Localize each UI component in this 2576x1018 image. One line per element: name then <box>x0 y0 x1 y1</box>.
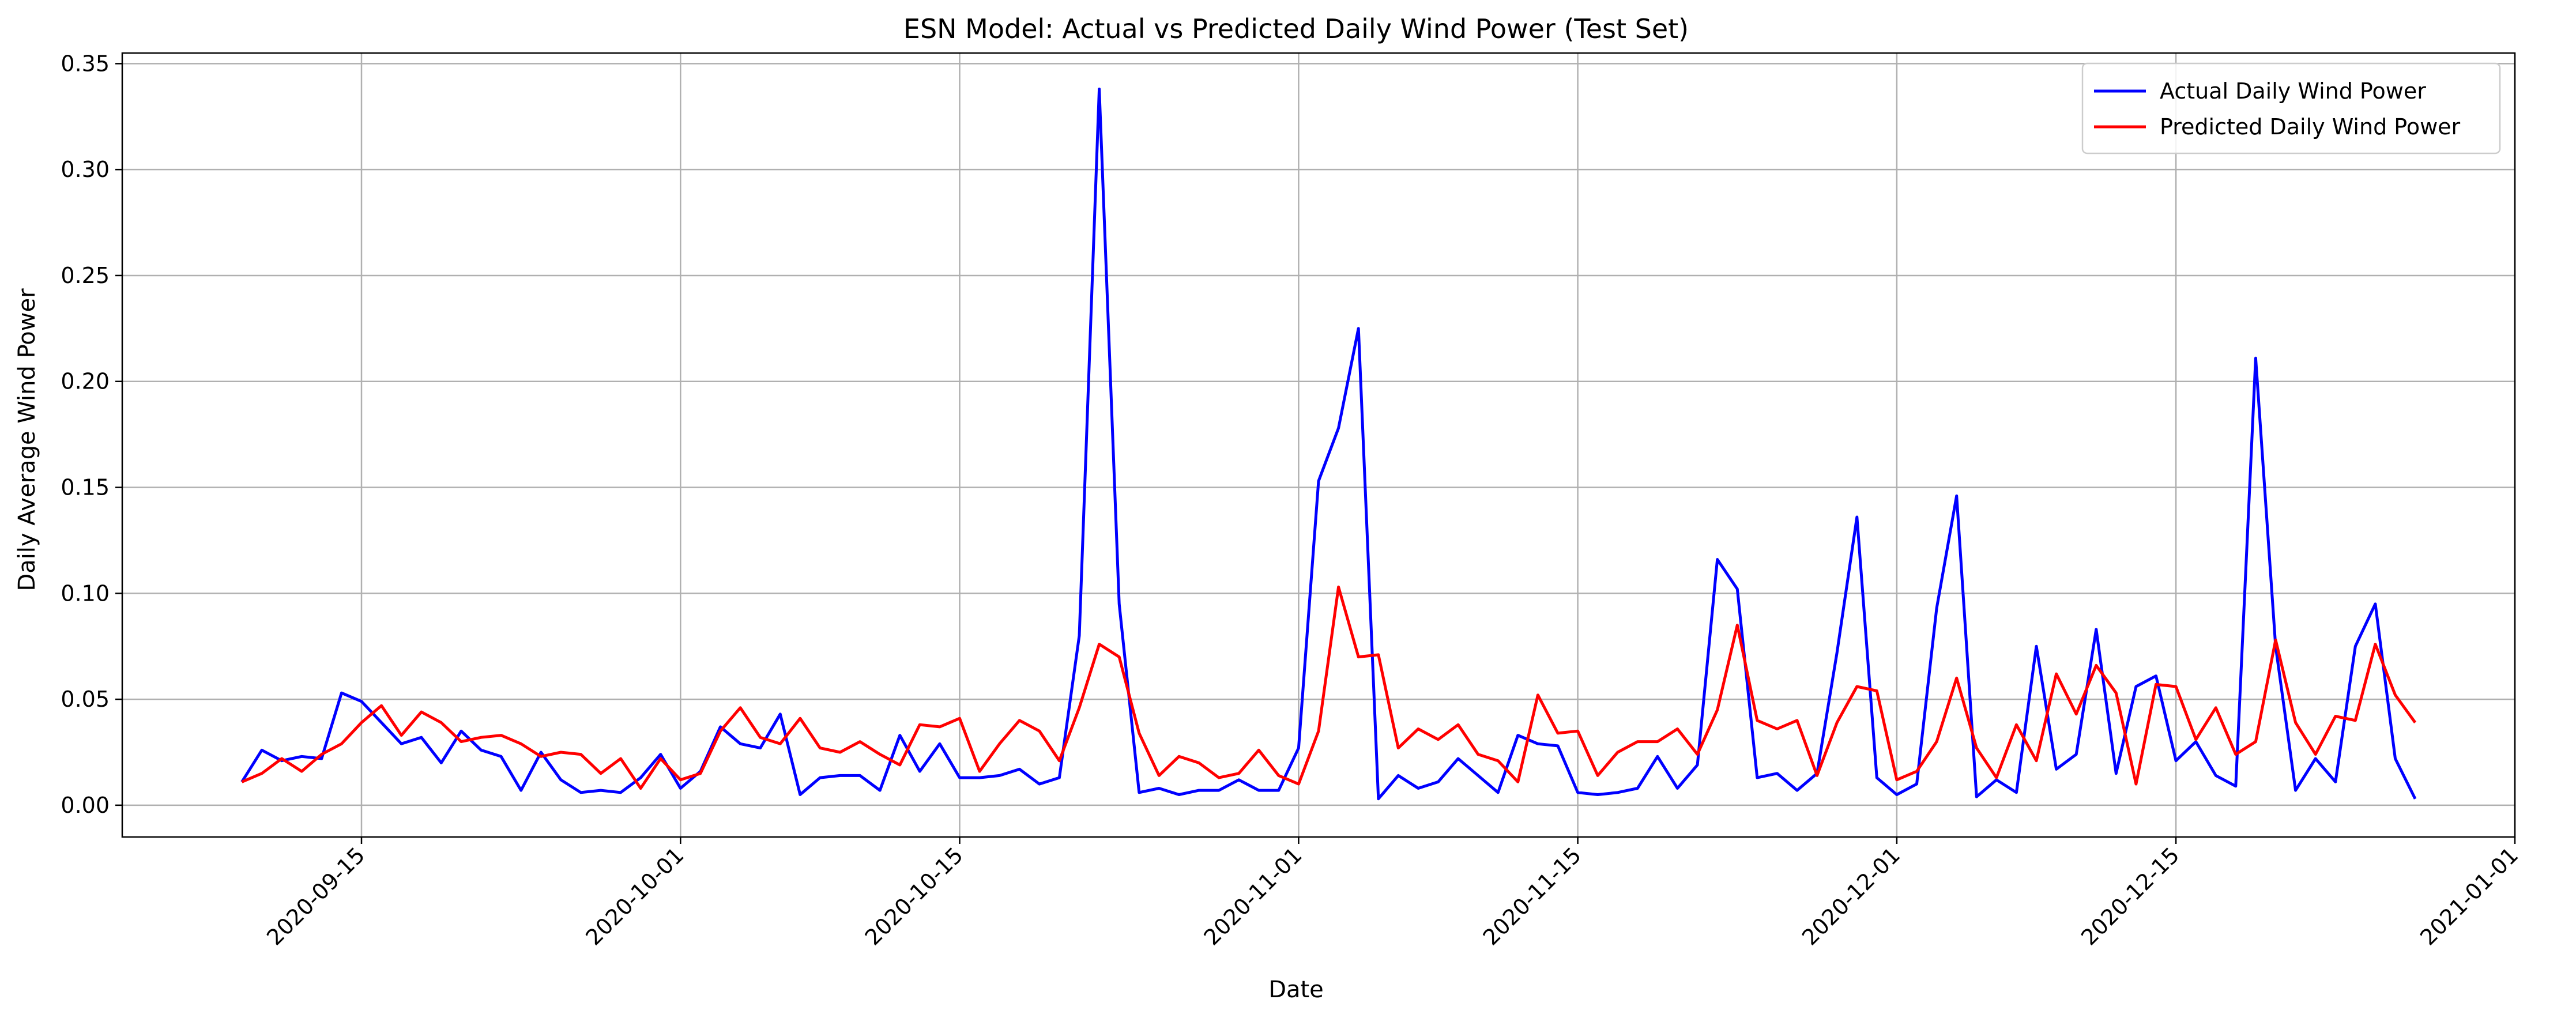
y-tick-label: 0.05 <box>61 687 110 712</box>
legend-label: Actual Daily Wind Power <box>2160 78 2426 104</box>
y-tick-label: 0.35 <box>61 51 110 76</box>
y-tick-label: 0.30 <box>61 157 110 182</box>
x-axis-title: Date <box>1268 976 1324 1003</box>
y-tick-label: 0.15 <box>61 475 110 500</box>
series-line-actual <box>240 88 2417 801</box>
legend-box <box>2081 62 2501 154</box>
y-tick-label: 0.20 <box>61 369 110 394</box>
y-axis: 0.00 0.05 0.10 0.15 0.20 0.25 0.30 0.35 <box>61 51 122 818</box>
chart-title: ESN Model: Actual vs Predicted Daily Win… <box>903 13 1689 44</box>
y-tick-label: 0.25 <box>61 263 110 288</box>
series-line-predicted <box>241 585 2417 790</box>
y-axis-title: Daily Average Wind Power <box>14 288 40 591</box>
legend: Actual Daily Wind Power Predicted Daily W… <box>2081 62 2501 154</box>
y-tick-label: 0.00 <box>61 793 110 818</box>
legend-label: Predicted Daily Wind Power <box>2160 114 2461 139</box>
plot-frame <box>121 52 2516 838</box>
series-group <box>240 88 2417 801</box>
y-tick-label: 0.10 <box>61 580 110 606</box>
grid <box>122 53 2516 837</box>
